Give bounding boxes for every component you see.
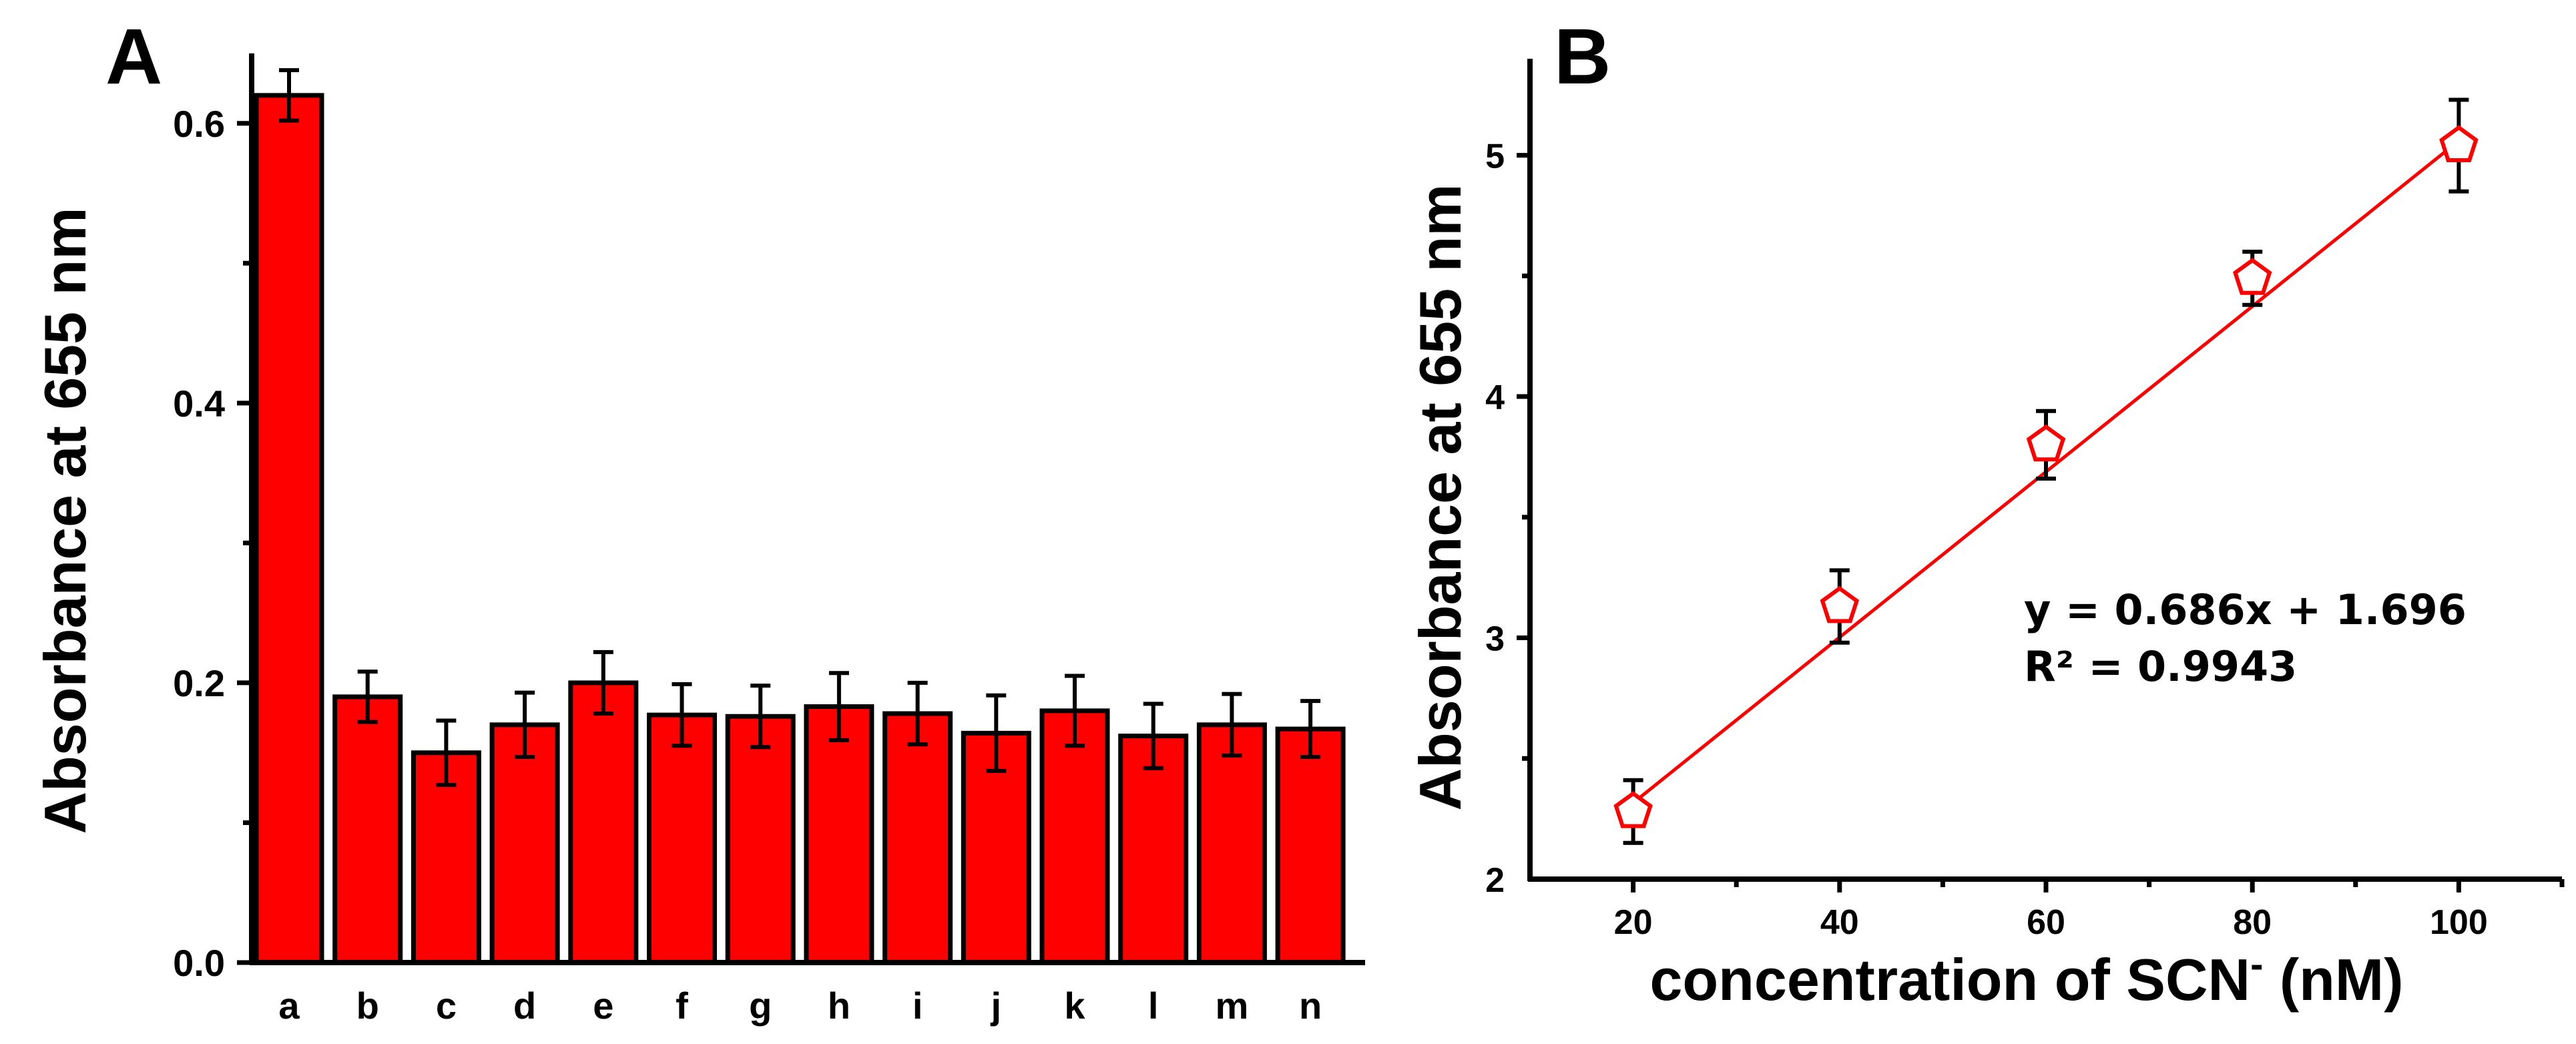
x-tick-label-d: d bbox=[513, 985, 536, 1027]
x-tick-label-60: 60 bbox=[2027, 903, 2065, 942]
data-point-x20 bbox=[1613, 791, 1653, 828]
xlabel-unit: (nM) bbox=[2263, 947, 2403, 1013]
x-tick-label-k: k bbox=[1064, 985, 1085, 1027]
panel-a-bars bbox=[254, 68, 1346, 965]
panel-b: B Absorbance at 655 nm concentration of … bbox=[1407, 13, 2565, 1013]
panel-b-ylabel: Absorbance at 655 nm bbox=[1407, 184, 1473, 811]
y-tick-label-0.0: 0.0 bbox=[173, 942, 225, 984]
x-tick-label-80: 80 bbox=[2233, 903, 2272, 942]
x-tick-label-a: a bbox=[278, 985, 300, 1027]
y-tick-label-0.4: 0.4 bbox=[173, 382, 225, 425]
xlabel-main: concentration of SCN bbox=[1649, 947, 2250, 1013]
bar-g bbox=[725, 714, 796, 965]
y-tick-label-5: 5 bbox=[1485, 138, 1505, 176]
bar-h bbox=[804, 704, 874, 965]
x-tick-label-i: i bbox=[913, 985, 923, 1027]
x-tick-label-20: 20 bbox=[1614, 903, 1653, 942]
y-tick-label-0.6: 0.6 bbox=[173, 103, 225, 145]
panel-a-ticks: a b c d e f g h i j k l m n 0.0 0.2 0.4 0.6 bbox=[173, 103, 1322, 1027]
panel-a: A Absorbance at 655 nm a b c d e f g h i j k l m n 0.0… bbox=[32, 13, 1365, 1027]
bar-i bbox=[882, 711, 953, 965]
x-tick-label-40: 40 bbox=[1820, 903, 1859, 942]
x-tick-label-f: f bbox=[676, 985, 688, 1027]
data-point-x80 bbox=[2232, 258, 2272, 295]
x-tick-label-l: l bbox=[1148, 985, 1159, 1027]
x-tick-label-100: 100 bbox=[2430, 903, 2488, 942]
x-tick-label-m: m bbox=[1216, 985, 1249, 1027]
x-tick-label-n: n bbox=[1299, 985, 1322, 1027]
y-tick-label-2: 2 bbox=[1485, 861, 1505, 900]
bar-d bbox=[489, 722, 560, 965]
x-tick-label-g: g bbox=[749, 985, 772, 1027]
panel-b-axes bbox=[1527, 59, 2562, 882]
panel-label-a: A bbox=[105, 13, 162, 101]
bar-n bbox=[1275, 726, 1346, 965]
x-tick-label-e: e bbox=[593, 985, 613, 1027]
x-tick-label-b: b bbox=[356, 985, 379, 1027]
panel-b-points bbox=[1613, 97, 2479, 845]
data-point-x100 bbox=[2439, 125, 2479, 162]
bar-k bbox=[1039, 708, 1110, 965]
r-squared: R² = 0.9943 bbox=[2024, 642, 2297, 691]
panel-a-axes bbox=[249, 53, 1365, 965]
xlabel-superscript: - bbox=[2250, 943, 2263, 986]
y-tick-label-4: 4 bbox=[1485, 378, 1505, 417]
bar-f bbox=[647, 712, 717, 965]
bar-b bbox=[332, 694, 403, 965]
panel-b-xlabel: concentration of SCN- (nM) bbox=[1649, 943, 2403, 1013]
fit-equation: y = 0.686x + 1.696 bbox=[2024, 585, 2467, 634]
panel-label-b: B bbox=[1554, 13, 1611, 101]
bar-m bbox=[1196, 722, 1267, 965]
y-tick-label-0.2: 0.2 bbox=[173, 662, 225, 704]
panel-a-ylabel: Absorbance at 655 nm bbox=[32, 208, 98, 834]
bar-a bbox=[254, 93, 324, 965]
x-tick-label-j: j bbox=[991, 985, 1002, 1027]
x-tick-label-h: h bbox=[828, 985, 850, 1027]
data-point-x40 bbox=[1820, 585, 1860, 623]
data-point-x60 bbox=[2026, 424, 2066, 462]
x-tick-label-c: c bbox=[436, 985, 457, 1027]
bar-e bbox=[568, 680, 639, 965]
y-tick-label-3: 3 bbox=[1485, 620, 1505, 659]
